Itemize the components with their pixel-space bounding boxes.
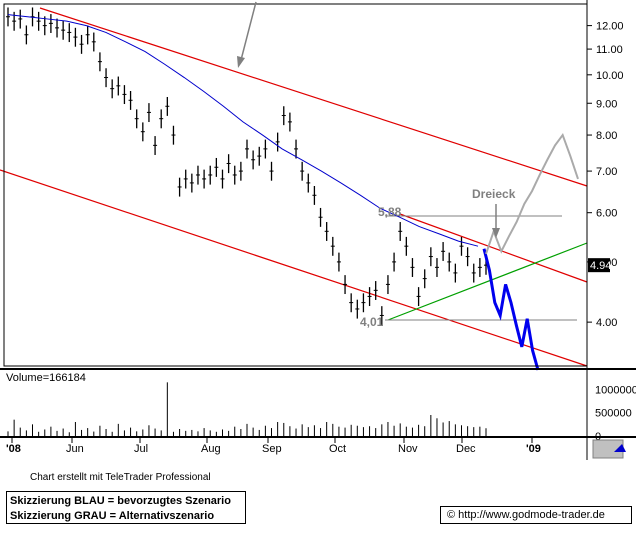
trend-channel-line	[39, 7, 588, 187]
date-tick-label: '08	[6, 443, 21, 455]
volume-tick-label: 0	[595, 431, 601, 443]
date-tick-label: Jun	[66, 443, 84, 455]
date-tick-label: Dec	[456, 443, 476, 455]
price-tick-label: 11.00	[596, 44, 623, 56]
source-url[interactable]: © http://www.godmode-trader.de	[440, 506, 632, 524]
price-tick-label: 4.00	[596, 317, 617, 329]
arrow-tool-icon	[614, 444, 626, 452]
moving-average-path	[7, 14, 479, 247]
gray-scenario-path	[485, 132, 579, 255]
scenario-legend: Skizzierung BLAU = bevorzugtes Szenario …	[6, 491, 246, 524]
arrow-shaft	[240, 1, 257, 61]
volume-tick-label: 500000	[595, 408, 632, 420]
price-chart: 12.0011.0010.009.008.007.006.005.004.00'…	[0, 0, 636, 460]
blue-scenario-path	[482, 248, 540, 371]
legend-gray: Skizzierung GRAU = Alternativszenario	[10, 510, 215, 522]
price-tick-label: 9.00	[596, 98, 617, 110]
last-price-badge	[588, 258, 610, 273]
chart-credit: Chart erstellt mit TeleTrader Profession…	[30, 472, 211, 483]
pattern-label: Dreieck	[472, 187, 516, 201]
scenario-sketches	[482, 132, 579, 371]
moving-average-line	[7, 14, 479, 247]
date-tick-label: Aug	[201, 443, 221, 455]
volume-tick-label: 1000000	[595, 384, 636, 396]
price-tick-label: 8.00	[596, 130, 617, 142]
date-tick-label: '09	[526, 443, 541, 455]
support-line	[387, 242, 588, 321]
last-price-label: 4.94	[590, 260, 611, 272]
chart-annotations: 5,88 4,01 Dreieck 4.94	[237, 1, 611, 329]
legend-blue: Skizzierung BLAU = bevorzugtes Szenario	[10, 495, 231, 507]
date-tick-label: Oct	[329, 443, 346, 455]
volume-label: Volume=166184	[6, 372, 86, 384]
pattern-pointer-head	[492, 228, 500, 238]
volume-bars	[7, 382, 487, 436]
price-tick-label: 7.00	[596, 166, 617, 178]
date-tick-label: Jul	[134, 443, 148, 455]
chart-axes: 12.0011.0010.009.008.007.006.005.004.00'…	[0, 0, 636, 460]
arrow-head	[237, 56, 245, 68]
price-tick-label: 6.00	[596, 208, 617, 220]
low-label: 4,01	[360, 315, 384, 329]
trend-channel-line	[0, 169, 588, 367]
trend-channels	[0, 7, 588, 367]
price-bars	[6, 7, 488, 326]
price-tick-label: 10.00	[596, 70, 624, 82]
high-label: 5,88	[378, 205, 402, 219]
date-tick-label: Nov	[398, 443, 418, 455]
trend-channel-line	[399, 213, 588, 283]
price-tick-label: 12.00	[596, 21, 624, 33]
date-tick-label: Sep	[262, 443, 282, 455]
